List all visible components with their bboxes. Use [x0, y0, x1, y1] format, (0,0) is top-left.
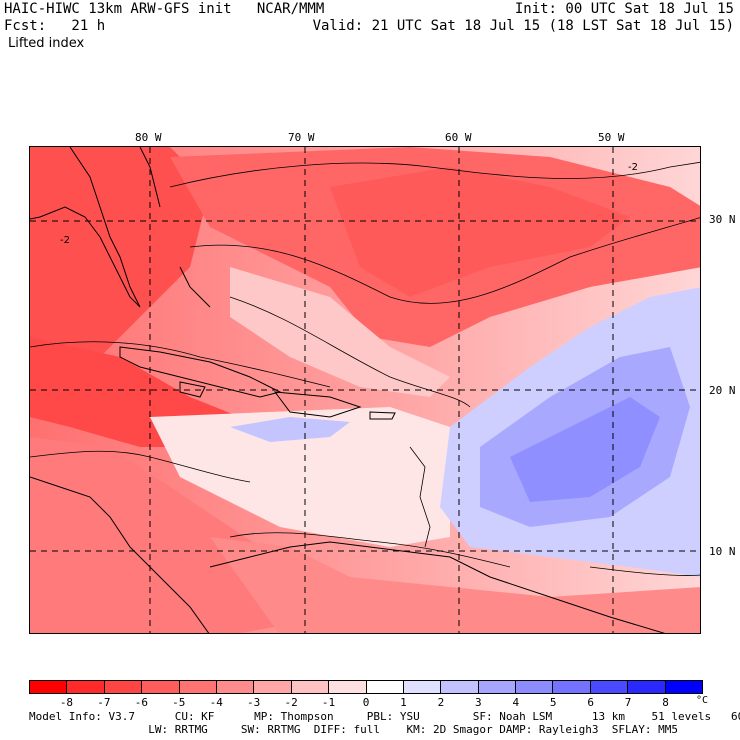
colorbar-tick-label: -6 [134, 696, 148, 709]
lat-label-10n: 10 N [709, 545, 736, 558]
colorbar-tick-label: -3 [247, 696, 261, 709]
lat-label-20n: 20 N [709, 384, 736, 397]
lon-label-60w: 60 W [445, 131, 472, 144]
coastlines [30, 147, 666, 633]
coast-south-america [209, 541, 666, 633]
lat-label-30n: 30 N [709, 213, 736, 226]
colorbar-swatch [104, 681, 143, 693]
contour-line [229, 532, 511, 568]
colorbar-unit: °C [696, 695, 709, 706]
lon-label-50w: 50 W [598, 131, 625, 144]
graticule [30, 147, 700, 633]
colorbar-tick-label: 3 [475, 696, 482, 709]
contour-line [409, 446, 431, 548]
lifted-index-map: -2 -2 [29, 146, 701, 634]
colorbar-swatch [665, 681, 703, 693]
contour-line [30, 341, 331, 388]
colorbar-swatch [142, 681, 180, 693]
colorbar-tick-label: -8 [59, 696, 74, 709]
red-region-south-america [210, 537, 700, 633]
colorbar-swatch [516, 681, 554, 693]
blue-patch-caribbean [230, 417, 350, 442]
colorbar-tick-label: -4 [209, 696, 223, 709]
contour-line [169, 161, 700, 188]
colorbar-swatch [590, 681, 629, 693]
contour-line [189, 217, 700, 304]
coast-cuba [119, 346, 282, 398]
model-info-line1: Model Info: V3.7 CU: KF MP: Thompson PBL… [29, 710, 740, 723]
colorbar-swatch [67, 681, 105, 693]
colorbar-swatch [179, 681, 217, 693]
contour-label: -2 [60, 235, 70, 246]
contour-lines [30, 161, 700, 576]
colorbar-swatch [628, 681, 666, 693]
colorbar-tick-label: 2 [437, 696, 445, 709]
coast-bahamas [179, 266, 211, 308]
contour-line [589, 566, 700, 576]
colorbar [29, 680, 703, 694]
colorbar-tick-label: -2 [284, 696, 298, 709]
colorbar-tick-label: 4 [512, 696, 520, 709]
model-info-line2: LW: RRTMG SW: RRTMG DIFF: full KM: 2D Sm… [29, 723, 679, 736]
map-canvas: -2 -2 [30, 147, 700, 633]
contour-label: -2 [628, 162, 638, 173]
colorbar-tick-label: 0 [362, 696, 370, 709]
colorbar-tick-label: -1 [321, 696, 336, 709]
colorbar-swatch [30, 681, 68, 693]
field-name: Lifted index [8, 36, 85, 51]
init-time: Init: 00 UTC Sat 18 Jul 15 [514, 1, 734, 17]
colorbar-swatch [366, 681, 404, 693]
colorbar-tick-label: -7 [97, 696, 111, 709]
colorbar-swatch [553, 681, 591, 693]
colorbar-swatch [254, 681, 292, 693]
pink-band [230, 267, 450, 397]
white-zone-caribbean [150, 407, 450, 547]
colorbar-swatch [329, 681, 367, 693]
coast-hispaniola [273, 391, 362, 418]
colorbar-swatch [216, 681, 255, 693]
forecast-hour: Fcst: 21 h [4, 18, 106, 34]
lon-label-70w: 70 W [288, 131, 315, 144]
colorbar-swatch [478, 681, 517, 693]
red-core-atlantic [330, 167, 630, 297]
blue-region-core [510, 397, 660, 502]
colorbar-tick-label: 8 [662, 696, 669, 709]
coast-east-us [139, 147, 161, 208]
colorbar-tick-label: 7 [624, 696, 632, 709]
colorbar-tick-label: -5 [172, 696, 186, 709]
colorbar-tick-label: 5 [549, 696, 557, 709]
contour-line [229, 296, 471, 408]
colorbar-swatch [403, 681, 442, 693]
valid-time: Valid: 21 UTC Sat 18 Jul 15 (18 LST Sat … [312, 18, 734, 34]
lon-label-80w: 80 W [135, 131, 162, 144]
colorbar-swatch [441, 681, 479, 693]
coast-jamaica [179, 381, 206, 398]
coast-puerto-rico [369, 411, 396, 420]
red-region-se-us [30, 147, 210, 397]
colorbar-swatch [291, 681, 330, 693]
coast-central-america [30, 476, 210, 633]
colorbar-tick-label: 6 [587, 696, 594, 709]
coast-florida [30, 147, 141, 308]
colorbar-tick-label: 1 [400, 696, 407, 709]
model-title: HAIC-HIWC 13km ARW-GFS init NCAR/MMM [4, 1, 325, 17]
